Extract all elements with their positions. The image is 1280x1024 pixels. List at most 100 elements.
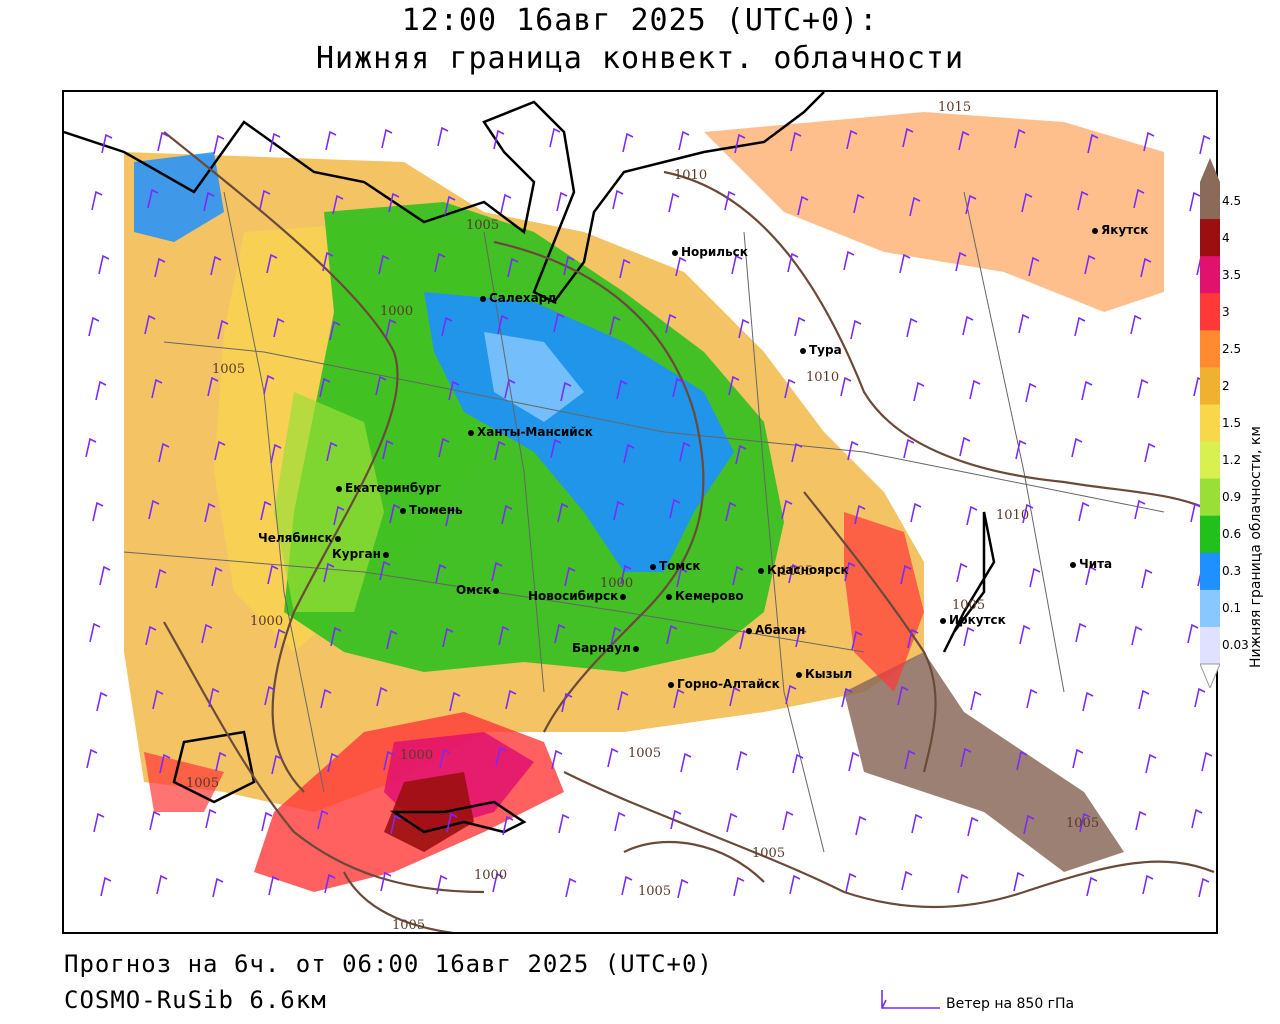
- city-yekaterinburg: Екатеринбург: [336, 481, 441, 495]
- wind-barb: [902, 127, 914, 148]
- wind-barb: [261, 811, 273, 832]
- colorbar-band: [1200, 367, 1220, 405]
- wind-barb: [549, 127, 561, 148]
- wind-barb: [913, 381, 925, 402]
- wind-barb: [326, 441, 338, 462]
- wind-barb: [207, 376, 219, 397]
- wind-barb: [144, 314, 156, 335]
- border-4: [743, 231, 825, 853]
- wind-barb: [782, 810, 794, 831]
- wind-barb: [259, 189, 271, 210]
- wind-barb: [507, 257, 519, 278]
- wind-barb: [495, 746, 507, 767]
- wind-barb: [267, 564, 279, 585]
- wind-barb: [613, 500, 625, 521]
- colorbar-tick-label: 4: [1222, 230, 1230, 245]
- colorbar-bottom-arrow: [1200, 663, 1220, 688]
- wind-barb: [329, 320, 341, 341]
- wind-barb: [962, 315, 974, 336]
- isobar-line-5: [563, 771, 1215, 909]
- isobar-label: 1000: [474, 868, 508, 883]
- colorbar-tick-label: 0.9: [1222, 490, 1242, 505]
- wind-barb: [784, 378, 796, 399]
- wind-barb: [560, 381, 572, 402]
- city-marker: [336, 485, 342, 492]
- city-label: Челябинск: [258, 531, 333, 545]
- city-label: Красноярск: [767, 563, 849, 577]
- cloud-area-lightgreen: [274, 392, 384, 612]
- wind-barb: [621, 875, 633, 896]
- wind-barb: [1028, 256, 1040, 277]
- wind-barb: [437, 126, 449, 147]
- wind-barb: [333, 505, 345, 526]
- wind-barb: [797, 195, 809, 216]
- wind-barb: [557, 502, 569, 523]
- city-label: Омск: [456, 583, 492, 597]
- wind-barb: [614, 811, 626, 832]
- colorbar-band: [1200, 589, 1220, 628]
- wind-barb: [666, 624, 678, 645]
- isobar-line-8: [623, 840, 765, 883]
- wind-barb: [669, 498, 681, 519]
- wind-barb: [551, 749, 563, 770]
- wind-barb: [1134, 499, 1146, 520]
- wind-barb: [729, 686, 741, 707]
- wind-barb: [901, 870, 913, 891]
- wind-barb: [677, 878, 689, 899]
- wind-barb: [556, 191, 568, 212]
- isobar-label: 1000: [250, 614, 284, 629]
- wind-barb: [100, 876, 112, 897]
- colorbar-band: [1200, 182, 1220, 220]
- wind-barb: [1145, 753, 1157, 774]
- colorbar-tick-label: 1.2: [1222, 453, 1242, 468]
- isobar-label: 1005: [1066, 816, 1100, 831]
- wind-barb: [790, 131, 802, 152]
- wind-barb: [850, 319, 862, 340]
- wind-barb: [1013, 871, 1025, 892]
- city-marker: [620, 593, 627, 600]
- isobar-line-2: [493, 240, 705, 733]
- wind-barb: [848, 751, 860, 772]
- wind-barb: [732, 565, 744, 586]
- isobar-label: 1010: [806, 370, 840, 385]
- wind-barb: [497, 314, 509, 335]
- coastline-aral: [172, 730, 256, 804]
- city-marker: [382, 551, 389, 558]
- city-label: Тюмень: [409, 503, 463, 517]
- colorbar-tick-label: 2.5: [1222, 341, 1242, 356]
- wind-barb: [1086, 876, 1098, 897]
- wind-barb: [845, 872, 857, 893]
- cloud-area-lightblue: [484, 332, 584, 422]
- wind-barb: [271, 754, 283, 775]
- wind-barb: [910, 502, 922, 523]
- wind-barb: [327, 752, 339, 773]
- wind-barb: [854, 504, 866, 525]
- wind-barb: [903, 438, 915, 459]
- isobar-label: 1010: [674, 168, 708, 183]
- wind-barb: [1140, 257, 1152, 278]
- wind-barb: [330, 626, 342, 647]
- city-norilsk: Норильск: [672, 245, 748, 259]
- isobar-line-7: [343, 871, 455, 932]
- wind-barb: [561, 692, 573, 713]
- border-1: [163, 341, 1165, 513]
- wind-barb: [956, 562, 968, 583]
- wind-barb: [616, 379, 628, 400]
- colorbar-top-arrow: [1200, 158, 1220, 182]
- wind-barb: [158, 442, 170, 463]
- wind-barb: [1072, 748, 1084, 769]
- wind-barb: [95, 380, 107, 401]
- wind-barb: [205, 808, 217, 829]
- isobar-line-1: [163, 131, 399, 793]
- wind-barb: [911, 813, 923, 834]
- colorbar: [1200, 158, 1220, 688]
- coastline-balkhash: [389, 800, 527, 834]
- wind-barb: [612, 189, 624, 210]
- wind-barb: [1190, 502, 1202, 523]
- colorbar-band: [1200, 256, 1220, 294]
- wind-barb: [436, 874, 448, 895]
- wind-barb: [733, 876, 745, 897]
- wind-barb: [1082, 691, 1094, 712]
- wind-barb: [1144, 442, 1156, 463]
- wind-barb: [260, 500, 272, 521]
